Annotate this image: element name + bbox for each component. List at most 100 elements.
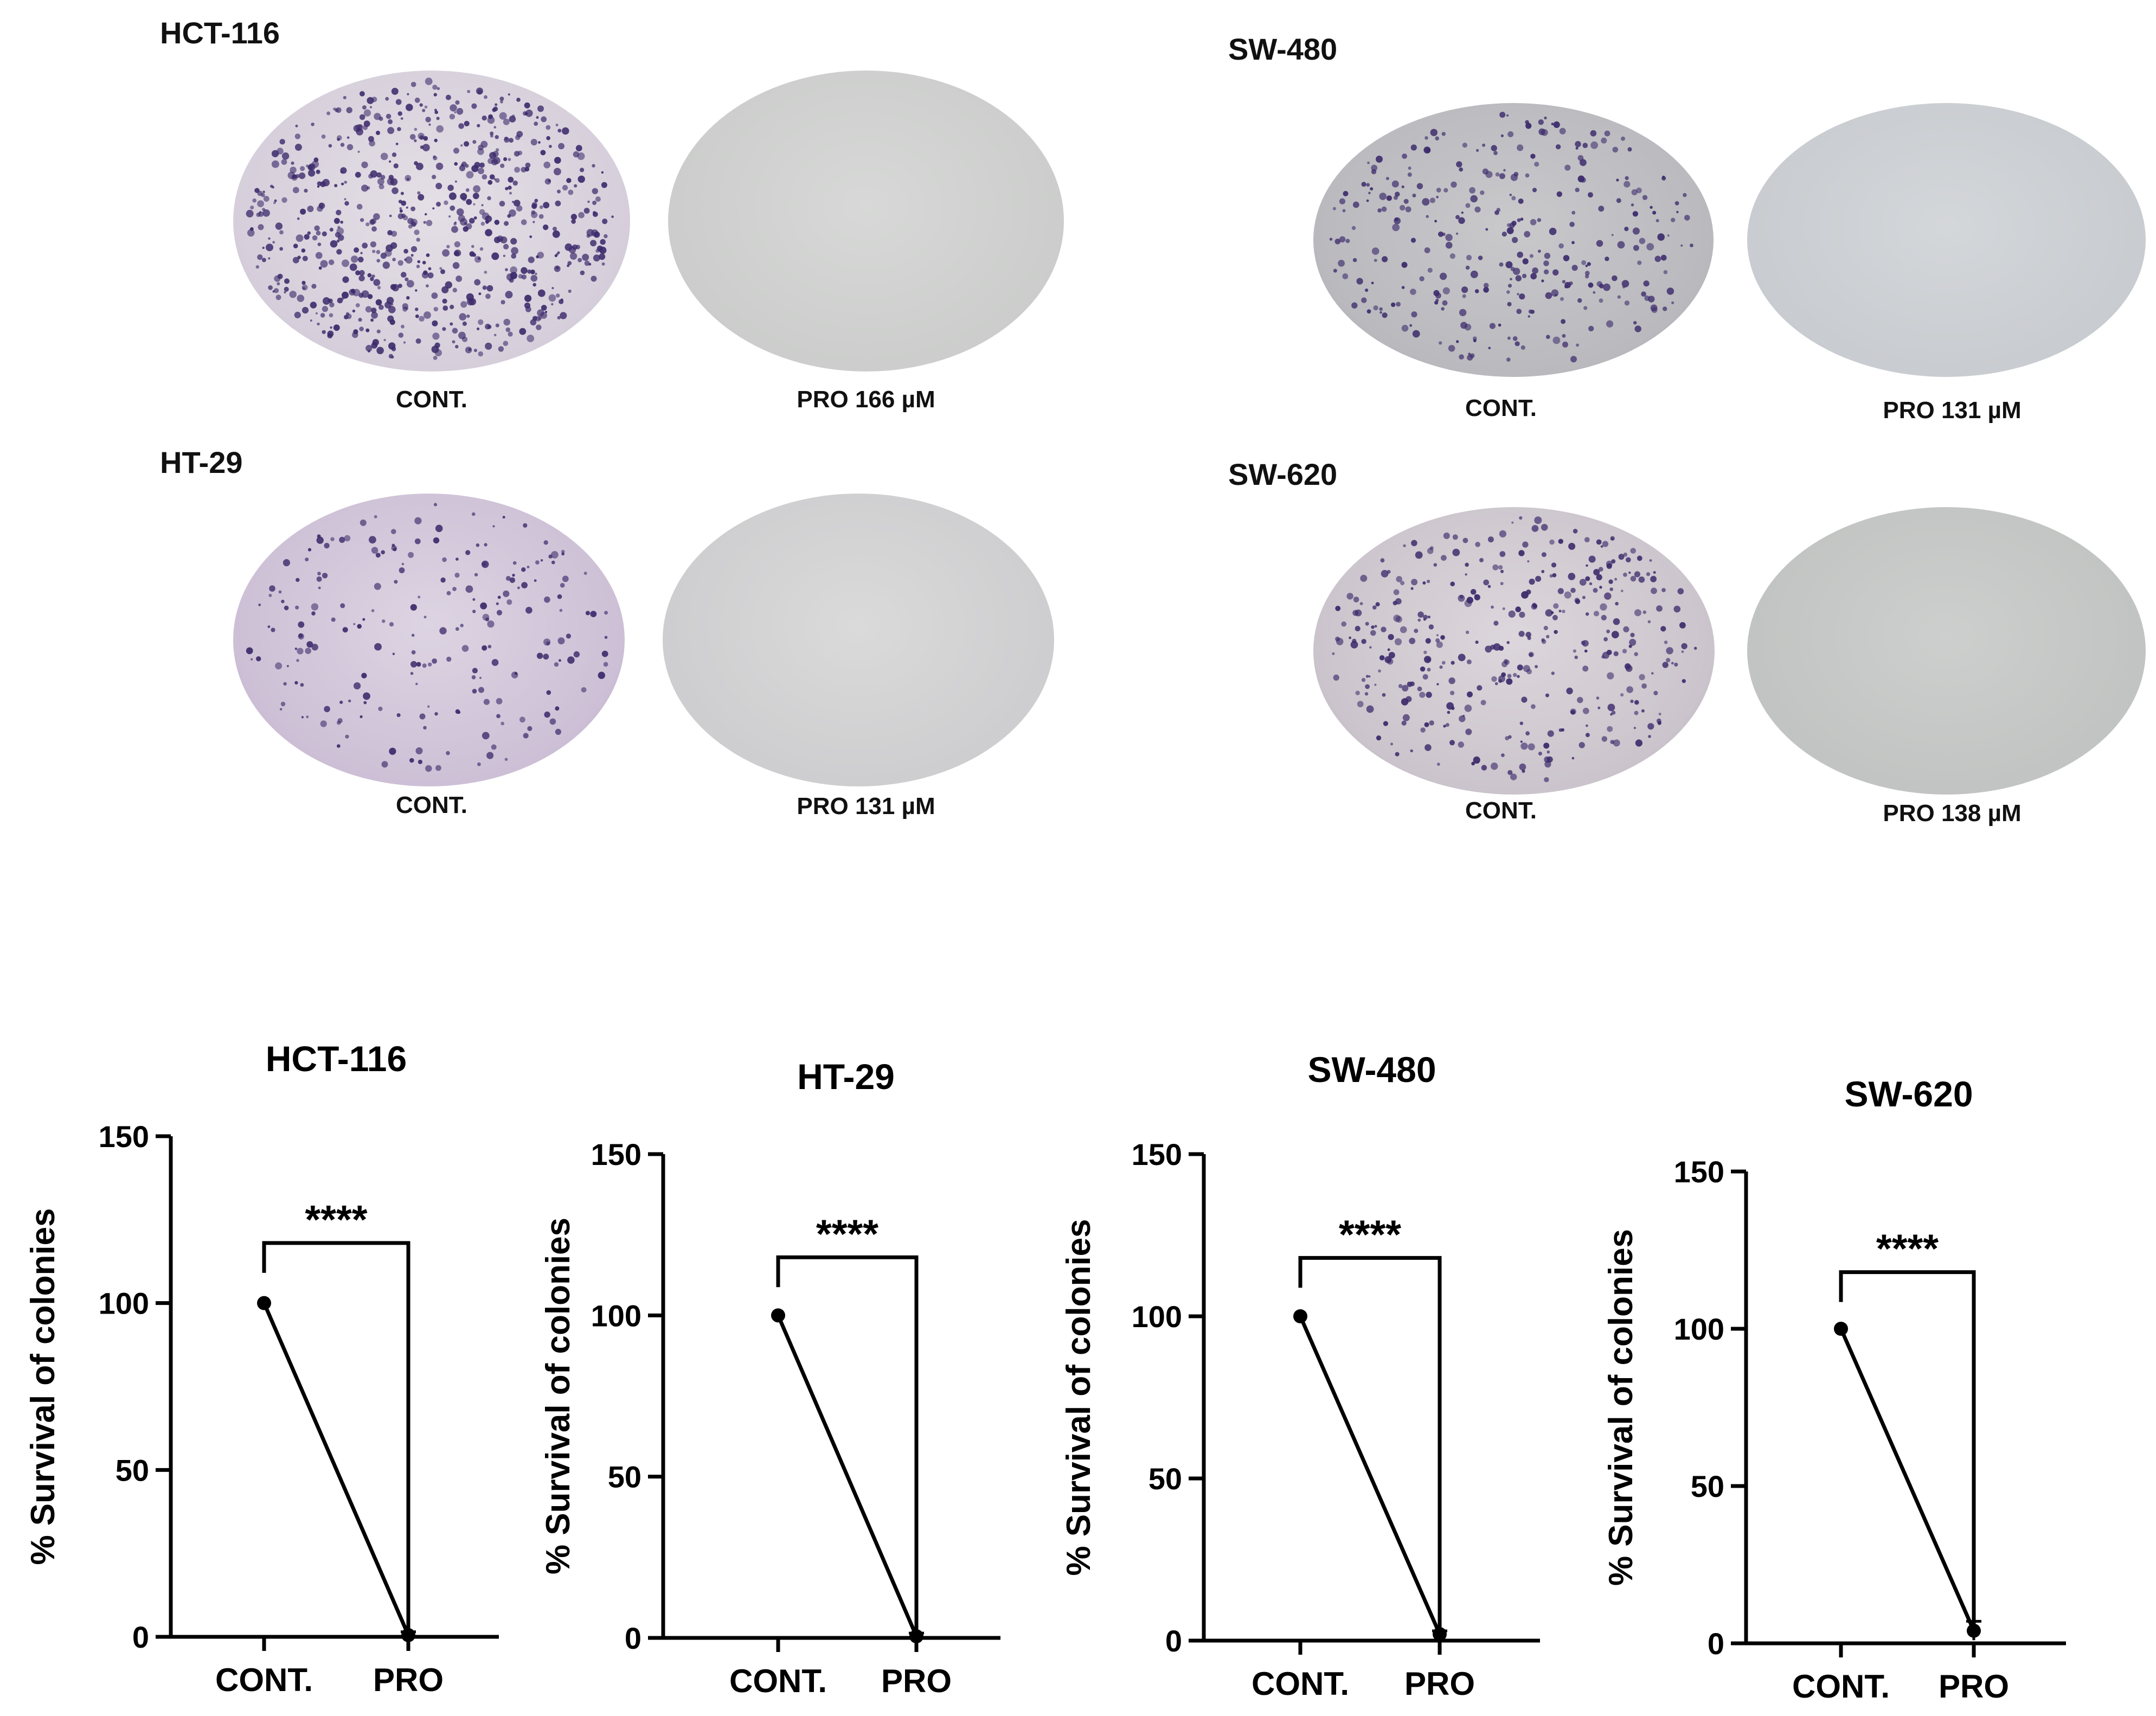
colony-dot [462, 197, 466, 201]
colony-dot [527, 335, 535, 342]
colony-dot [1333, 268, 1337, 273]
colony-dot [1545, 609, 1553, 617]
colony-dot [1649, 559, 1652, 562]
colony-dot [1512, 236, 1518, 244]
colony-dot [484, 271, 487, 274]
colony-dot [434, 712, 438, 716]
colony-dot [562, 127, 569, 135]
colony-dot [1400, 581, 1405, 586]
colony-dot [1603, 283, 1610, 291]
colony-dot [505, 187, 509, 190]
colony-dot [581, 687, 587, 693]
colony-dot [1490, 644, 1496, 650]
colony-dot [1465, 630, 1470, 635]
colony-dot [1451, 181, 1457, 188]
colony-dot [423, 270, 428, 276]
colony-dot [1430, 129, 1438, 136]
colony-dot [1445, 241, 1453, 249]
colony-dot [272, 290, 275, 293]
colony-dot [1461, 212, 1464, 214]
colony-dot [1648, 735, 1651, 738]
colony-dot [478, 292, 482, 296]
colony-dot [489, 152, 496, 159]
colony-dot [540, 150, 546, 156]
colony-dot [340, 220, 343, 224]
colony-dot [246, 209, 254, 217]
colony-dot [1519, 293, 1525, 300]
colony-dot [1372, 605, 1377, 610]
colony-dot [256, 656, 261, 662]
colony-dot [512, 201, 515, 203]
colony-dot [1593, 291, 1596, 294]
colony-dot [389, 214, 392, 217]
dish-ht29-treated [663, 494, 1054, 786]
colony-dot [1544, 116, 1547, 120]
colony-dot [499, 201, 505, 207]
colony-dot [1634, 571, 1640, 578]
chart-title-hct116: HCT-116 [266, 1039, 407, 1079]
colony-dot [1571, 265, 1578, 271]
colony-dot [400, 117, 403, 120]
colony-dot [363, 701, 367, 705]
colony-dot [1368, 191, 1371, 195]
colony-dot [1441, 661, 1446, 665]
colony-dot [1470, 353, 1475, 358]
colony-dot [1584, 274, 1589, 279]
colony-dot [262, 246, 265, 249]
colony-dot [341, 182, 344, 185]
colony-dot [326, 111, 331, 116]
colony-dot [1502, 607, 1505, 610]
colony-dot [412, 633, 415, 637]
colony-dot [397, 260, 403, 266]
colony-dot [337, 138, 340, 141]
colony-dot [1653, 690, 1658, 695]
colony-dot [450, 304, 454, 310]
colony-dot [1365, 684, 1370, 689]
colony-dot [1541, 524, 1548, 531]
colony-dot [1663, 306, 1667, 311]
colony-dot [505, 327, 511, 332]
colony-dot [1400, 626, 1407, 633]
colony-dot [406, 280, 414, 288]
colony-dot [432, 207, 435, 210]
y-tick-label-sw480: 0 [1165, 1624, 1182, 1658]
colony-dot [1568, 573, 1576, 580]
colony-dot [1525, 731, 1530, 736]
colony-dot [1525, 631, 1531, 638]
significance-label-hct116: **** [305, 1197, 367, 1242]
colony-dot [1467, 691, 1473, 697]
colony-dot [455, 345, 459, 349]
colony-dot [416, 662, 421, 667]
colony-dot [416, 163, 424, 170]
colony-dot [439, 267, 442, 270]
colony-dot [1547, 756, 1553, 763]
colony-dot [1607, 726, 1613, 732]
colony-dot [395, 99, 402, 105]
colony-dot [455, 627, 459, 631]
colony-dot [1558, 243, 1564, 249]
dish-ht29-control [233, 494, 625, 786]
colony-dot [1499, 530, 1506, 537]
colony-dot [1628, 644, 1632, 648]
colony-dot [1452, 548, 1460, 556]
colony-dot [1641, 291, 1646, 297]
dish-label-sw620-treated: PRO 138 µM [1883, 800, 2022, 827]
colony-dot [1543, 625, 1548, 631]
colony-dot [535, 560, 540, 565]
colony-dot [554, 662, 559, 667]
colony-dot [259, 211, 261, 214]
colony-dot [423, 136, 428, 141]
colony-dot [1538, 128, 1545, 136]
colony-dot [493, 334, 497, 337]
colony-dot [390, 284, 396, 290]
colony-dot [1379, 307, 1383, 311]
colony-dot [1541, 638, 1545, 642]
colony-dot [1625, 176, 1629, 180]
colony-dot [1441, 555, 1447, 561]
colony-dot [1439, 272, 1447, 280]
colony-dot [1369, 646, 1372, 649]
colony-dot [1526, 589, 1531, 595]
colony-dot [293, 244, 298, 248]
colony-dot [394, 580, 398, 584]
colony-dot [358, 318, 362, 322]
